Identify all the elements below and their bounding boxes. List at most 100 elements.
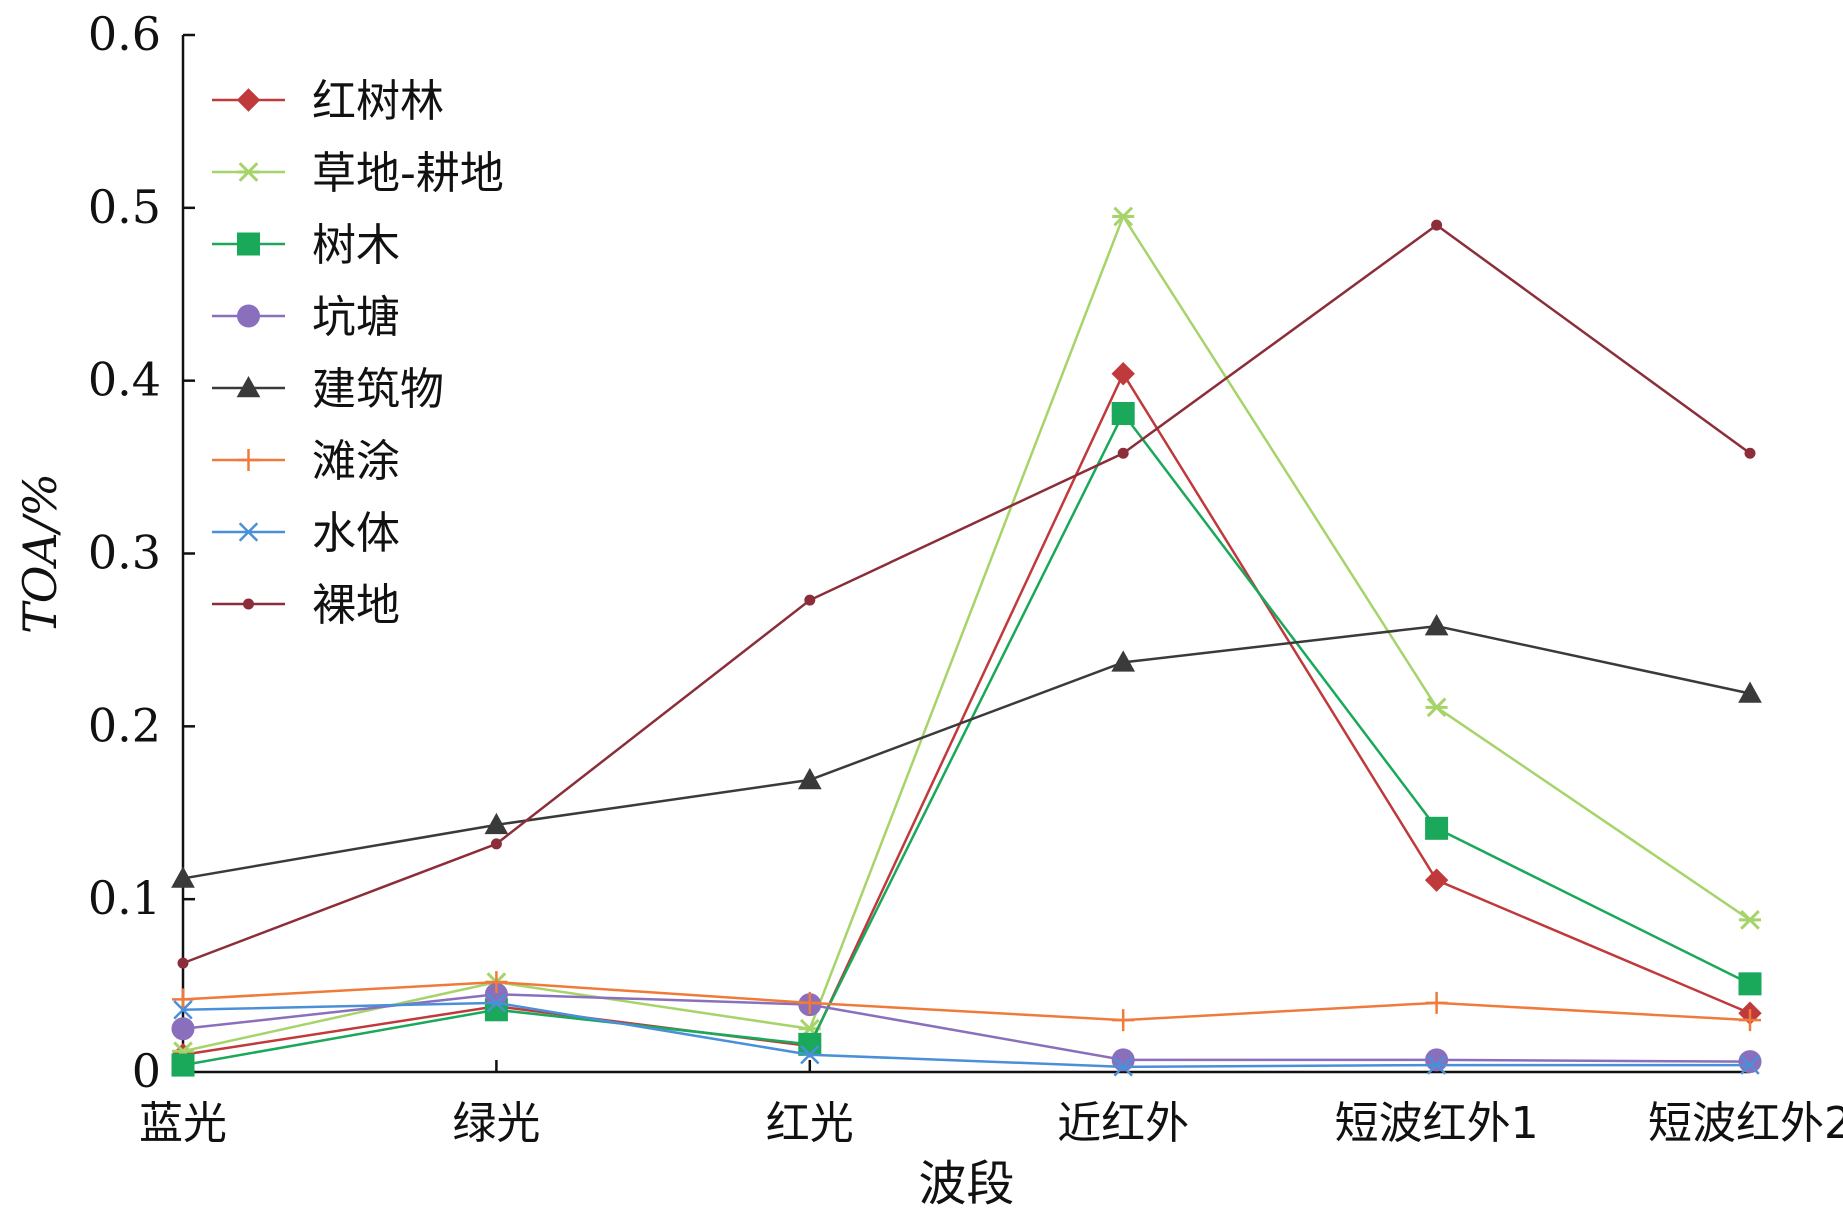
y-tick-label: 0 xyxy=(132,1044,161,1098)
legend-label: 草地-耕地 xyxy=(312,148,504,199)
x-marker xyxy=(238,522,259,542)
asterisk-b xyxy=(1740,910,1760,930)
y-axis-title: TOA/% xyxy=(13,473,67,634)
legend-item: 红树林 xyxy=(212,76,444,127)
x-marker-b xyxy=(800,1045,820,1065)
data-point-asterisk xyxy=(1425,697,1448,718)
x-tick-label: 短波红外1 xyxy=(1335,1098,1539,1149)
legend-item: 裸地 xyxy=(212,580,400,631)
data-point-square xyxy=(1111,402,1135,426)
legend-label: 滩涂 xyxy=(312,436,400,487)
series-4 xyxy=(171,982,1762,1074)
data-point-triangle xyxy=(1111,650,1136,672)
x-tick-label: 蓝光 xyxy=(139,1098,227,1149)
data-point-plus xyxy=(172,988,194,1011)
legend-item: 坑塘 xyxy=(212,292,400,343)
y-tick-label: 0.2 xyxy=(88,698,161,752)
asterisk-b xyxy=(238,162,259,182)
data-point-dot xyxy=(177,957,189,969)
data-point-x xyxy=(1740,1055,1760,1075)
series-line xyxy=(182,371,1751,1056)
asterisk-b xyxy=(1426,697,1447,718)
data-point-triangle xyxy=(797,767,822,790)
data-point-dot xyxy=(804,594,816,606)
data-point-diamond xyxy=(1111,362,1135,386)
y-tick-label: 0.5 xyxy=(88,180,161,234)
legend-item: 建筑物 xyxy=(212,364,444,415)
dot-marker xyxy=(243,598,254,610)
data-point-plus xyxy=(1739,1009,1761,1032)
x-marker-b xyxy=(486,993,507,1013)
x-tick-label: 红光 xyxy=(766,1098,854,1149)
x-marker-b xyxy=(1113,1057,1133,1077)
data-point-triangle xyxy=(171,866,195,888)
series-line xyxy=(182,223,1751,965)
data-point-x xyxy=(173,1000,193,1020)
legend-label: 树木 xyxy=(312,220,400,271)
series-line xyxy=(182,980,1751,1022)
series-line xyxy=(182,992,1751,1063)
axes: 0 0.1 0.2 0.3 0.4 0.5 0.6 蓝光 绿光 红光 近红外 短波红外1 短波红外2 xyxy=(88,7,1843,1149)
x-marker-b xyxy=(173,1000,193,1020)
data-point-x xyxy=(1426,1055,1447,1075)
x-tick-label: 近红外 xyxy=(1057,1098,1189,1149)
y-tick-label: 0.4 xyxy=(88,353,161,407)
data-point-x xyxy=(1113,1057,1133,1077)
legend-item: 滩涂 xyxy=(212,436,400,487)
legend-label: 水体 xyxy=(312,508,400,559)
x-tick-label: 短波红外2 xyxy=(1648,1098,1843,1149)
data-point-square xyxy=(171,1053,195,1077)
asterisk-marker xyxy=(237,162,260,182)
series-7 xyxy=(173,993,1760,1077)
y-tick-label: 0.6 xyxy=(88,7,161,61)
data-point-triangle xyxy=(1738,681,1762,703)
data-point-x xyxy=(800,1045,820,1065)
series-3 xyxy=(171,402,1762,1077)
legend-item: 树木 xyxy=(212,220,400,271)
legend-label: 建筑物 xyxy=(312,364,444,415)
series-line xyxy=(182,624,1751,880)
series-6 xyxy=(172,971,1761,1032)
data-point-circle xyxy=(1425,1048,1449,1072)
x-marker-b xyxy=(238,522,259,542)
asterisk-b xyxy=(1113,206,1134,227)
legend-label: 坑塘 xyxy=(312,292,400,343)
legend-label: 裸地 xyxy=(312,580,400,631)
legend-item: 草地-耕地 xyxy=(212,148,504,199)
series-2 xyxy=(172,206,1761,1062)
x-axis-title: 波段 xyxy=(918,1156,1014,1212)
data-point-dot xyxy=(1117,447,1129,459)
legend-label: 红树林 xyxy=(312,76,444,127)
triangle-marker xyxy=(236,375,261,398)
data-point-dot xyxy=(1431,219,1443,231)
y-tick-label: 0.1 xyxy=(88,871,161,925)
series-line xyxy=(182,411,1751,1067)
circle-marker xyxy=(237,304,260,328)
data-point-plus xyxy=(485,971,508,994)
series-8 xyxy=(177,219,1756,969)
data-point-plus xyxy=(1425,991,1448,1014)
data-point-asterisk xyxy=(1739,910,1761,930)
data-point-asterisk xyxy=(1112,206,1135,227)
data-point-circle xyxy=(1738,1050,1762,1074)
square-marker xyxy=(237,232,260,256)
data-point-triangle xyxy=(1424,614,1449,636)
x-marker-b xyxy=(1740,1055,1760,1075)
data-point-dot xyxy=(490,838,502,850)
y-tick-label: 0.3 xyxy=(88,526,161,580)
x-tick-label: 绿光 xyxy=(452,1098,540,1149)
series-line xyxy=(182,213,1751,1053)
data-point-plus xyxy=(798,991,821,1014)
data-point-square xyxy=(1425,816,1449,840)
plus-marker xyxy=(237,449,260,471)
data-point-square xyxy=(798,1032,822,1056)
x-marker-b xyxy=(1426,1055,1447,1075)
data-point-circle xyxy=(171,1017,195,1041)
data-point-diamond xyxy=(1424,868,1449,892)
series-5 xyxy=(171,614,1762,888)
diamond-marker xyxy=(236,88,261,112)
series-1 xyxy=(171,362,1762,1067)
